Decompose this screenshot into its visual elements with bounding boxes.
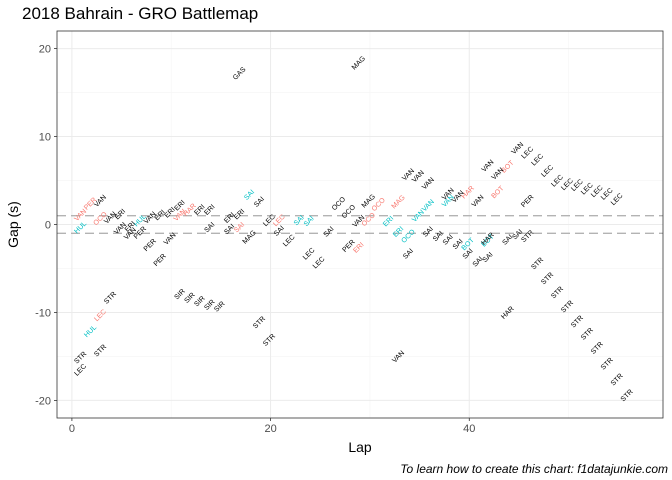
grid-lines — [57, 31, 663, 418]
reference-lines — [57, 215, 663, 234]
y-tick-label: 20 — [39, 44, 51, 56]
chart-caption: To learn how to create this chart: f1dat… — [400, 462, 668, 476]
x-tick-label: 40 — [463, 423, 475, 435]
y-tick-label: 10 — [39, 132, 51, 144]
y-tick-label: -10 — [35, 307, 51, 319]
y-tick-label: 0 — [45, 220, 51, 232]
x-tick-label: 0 — [69, 423, 75, 435]
y-axis-title: Gap (s) — [5, 201, 21, 248]
x-tick-label: 20 — [264, 423, 276, 435]
chart-title: 2018 Bahrain - GRO Battlemap — [22, 4, 259, 23]
y-tick-label: -20 — [35, 395, 51, 407]
axis-ticks: 0 20 40 -20 -10 0 10 20 — [35, 44, 475, 435]
x-axis-title: Lap — [348, 439, 372, 455]
